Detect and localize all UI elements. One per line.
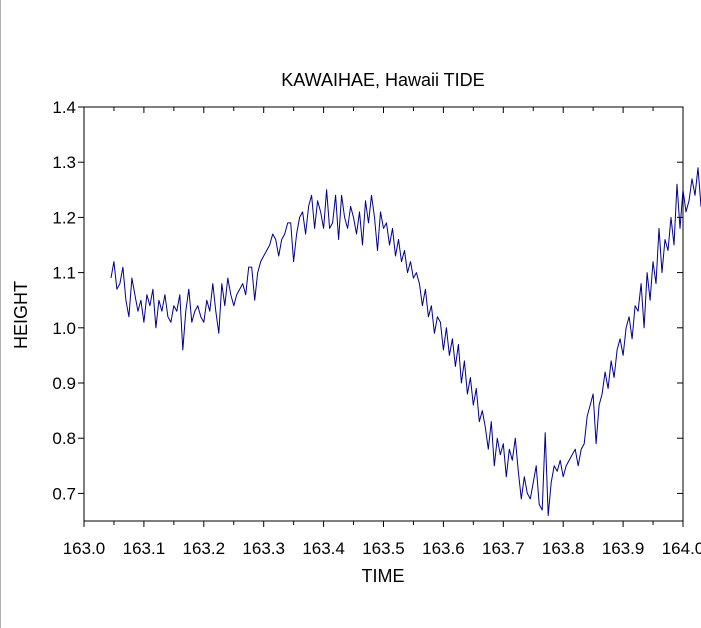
- x-tick-label: 164.0: [662, 539, 701, 558]
- y-tick-label: 1.4: [52, 98, 76, 117]
- series-layer: [110, 167, 701, 516]
- y-tick-label: 1.1: [52, 264, 76, 283]
- x-tick-label: 163.9: [602, 539, 645, 558]
- x-axis-label: TIME: [362, 566, 405, 586]
- y-tick-label: 1.2: [52, 208, 76, 227]
- y-tick-label: 1.0: [52, 319, 76, 338]
- x-tick-label: 163.2: [183, 539, 226, 558]
- y-axis-ticks: [78, 106, 683, 494]
- x-tick-label: 163.8: [542, 539, 585, 558]
- x-tick-label: 163.3: [242, 539, 285, 558]
- x-tick-label: 163.1: [123, 539, 166, 558]
- x-tick-label: 163.5: [362, 539, 405, 558]
- plot-border: [83, 106, 684, 522]
- y-tick-label: 0.7: [52, 484, 76, 503]
- y-axis-label: HEIGHT: [11, 281, 31, 349]
- plot-frame: [83, 106, 684, 522]
- x-axis-ticks: [83, 107, 684, 527]
- y-axis-tick-labels: 0.7 0.8 0.9 1.0 1.1 1.2 1.3 1.4: [52, 98, 76, 503]
- x-tick-label: 163.6: [422, 539, 465, 558]
- y-tick-label: 1.3: [52, 153, 76, 172]
- y-tick-label: 0.8: [52, 429, 76, 448]
- x-axis-tick-labels: 163.0 163.1 163.2 163.3 163.4 163.5 163.6 163.7…: [63, 539, 701, 558]
- tide-height-series-line: [110, 167, 701, 516]
- chart-title: KAWAIHAE, Hawaii TIDE: [281, 70, 484, 90]
- x-tick-label: 163.7: [482, 539, 525, 558]
- y-tick-label: 0.9: [52, 374, 76, 393]
- x-tick-label: 163.0: [63, 539, 106, 558]
- x-tick-label: 163.4: [302, 539, 345, 558]
- window-left-edge: [0, 0, 1, 628]
